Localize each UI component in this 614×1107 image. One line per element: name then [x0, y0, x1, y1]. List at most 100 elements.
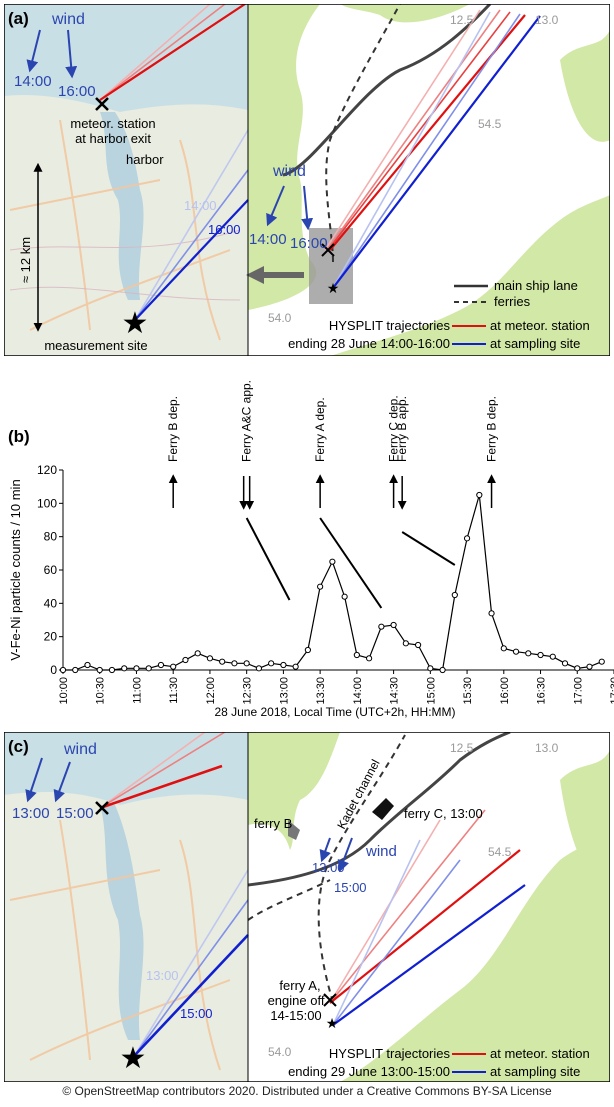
- wind-arrow-15-c: [53, 761, 71, 803]
- site-star-a: ★: [122, 307, 149, 340]
- data-point: [304, 646, 311, 654]
- x-tick-label: 10:30: [95, 677, 107, 705]
- land-west-c: [248, 732, 340, 850]
- legend-sampling-c: at sampling site: [490, 1064, 580, 1079]
- legend-sampling-a: at sampling site: [490, 336, 580, 351]
- trajectories-right-c: [329, 809, 526, 1026]
- ship-lane-a: [282, 4, 492, 177]
- event-label: Ferry B dep.: [485, 396, 499, 462]
- event-connector: [319, 517, 383, 609]
- data-point: [341, 593, 348, 600]
- x-tick-label: 12:30: [242, 677, 254, 705]
- data-point: [390, 621, 397, 629]
- data-point: [96, 666, 103, 674]
- ferry-b-label-c: ferry B: [254, 816, 292, 831]
- panel-a-label: (a): [8, 9, 29, 28]
- ferry-b-marker: [288, 820, 300, 840]
- copyright-footer: © OpenStreetMap contributors 2020. Distr…: [62, 1084, 552, 1098]
- ferry-c-marker: [372, 798, 394, 820]
- wind-arrow-13-c: [25, 757, 43, 803]
- data-point: [231, 660, 238, 667]
- x-tick-label: 14:30: [389, 677, 401, 705]
- data-point: [157, 661, 165, 669]
- x-tick-label: 14:00: [352, 677, 364, 705]
- x-tick-label: 13:30: [315, 677, 327, 705]
- ship-lane-c: [247, 732, 511, 887]
- x-tick-label: 15:00: [425, 677, 437, 705]
- site-label-a: measurement site: [44, 338, 147, 353]
- station-marker-c: [95, 801, 109, 815]
- x-tick-label: 12:00: [205, 677, 217, 705]
- chart-plot: [59, 491, 605, 674]
- wind-arrow-right-15-c: [337, 837, 353, 873]
- ferry-a-label-3-c: 14-15:00: [270, 1008, 321, 1023]
- data-point: [108, 666, 116, 674]
- data-point: [121, 665, 128, 672]
- station-label-1-a: meteor. station: [70, 116, 155, 131]
- lat-2-a: 54.0: [268, 311, 292, 325]
- trajectories-left-a: [99, 4, 249, 321]
- event-label: Ferry B app.: [395, 396, 409, 462]
- lon-1-c: 12.5: [450, 741, 474, 755]
- data-point: [586, 663, 593, 670]
- data-point: [194, 650, 201, 657]
- data-point: [378, 623, 385, 630]
- station-label-2-a: at harbor exit: [75, 131, 151, 146]
- data-point: [182, 656, 189, 664]
- land-west-a: [248, 4, 320, 310]
- ferry-route-a: [325, 4, 401, 263]
- data-point: [488, 610, 495, 617]
- roads-c: [9, 819, 231, 1071]
- wind-arrow-16-a: [65, 29, 78, 79]
- data-point: [439, 666, 446, 674]
- x-tick-label: 11:30: [168, 677, 180, 704]
- ferry-a-label-1-c: ferry A,: [279, 978, 320, 993]
- x-tick-label: 13:00: [278, 677, 290, 705]
- y-tick-label: 0: [50, 663, 57, 677]
- ferry-route-b-c: [247, 879, 331, 921]
- wind-time-1-a: 14:00: [14, 73, 52, 90]
- data-point: [84, 661, 91, 669]
- wind-arrow-right-13-c: [319, 837, 331, 863]
- data-point: [598, 658, 605, 665]
- right-wind-time-1-a: 14:00: [249, 231, 287, 248]
- y-tick-label: 120: [37, 463, 57, 477]
- river-a: [100, 112, 144, 300]
- legend-hysplit-2-a: ending 28 June 14:00-16:00: [288, 336, 450, 351]
- legend-hysplit-1-a: HYSPLIT trajectories: [329, 318, 451, 333]
- right-wind-label-c: wind: [365, 843, 397, 860]
- legend-ferries-a: ferries: [494, 294, 531, 309]
- data-point: [243, 660, 250, 667]
- land-north-a: [340, 4, 470, 23]
- event-connector: [245, 517, 291, 601]
- event-label: Ferry B dep.: [166, 396, 180, 462]
- wind-time-1-c: 13:00: [12, 805, 50, 822]
- data-point: [366, 655, 373, 662]
- traj-time-dark-a: 16:00: [208, 222, 241, 237]
- land-south-a: [330, 195, 610, 356]
- legend-meteor-a: at meteor. station: [490, 318, 590, 333]
- data-point: [292, 663, 299, 670]
- data-point: [476, 491, 483, 499]
- y-tick-label: 60: [44, 563, 58, 577]
- ferry-c-label-c: ferry C, 13:00: [404, 806, 483, 821]
- data-point: [500, 645, 507, 652]
- data-point: [170, 663, 177, 670]
- sea-area-a: [4, 4, 248, 112]
- x-tick-label: 17:00: [572, 677, 584, 705]
- panel-b-label: (b): [8, 427, 30, 446]
- data-point: [329, 558, 336, 565]
- data-point: [537, 651, 544, 659]
- lon-2-c: 13.0: [535, 741, 559, 755]
- y-tick-label: 40: [44, 596, 58, 610]
- data-point: [574, 665, 581, 672]
- data-point: [525, 650, 532, 657]
- lon-1-a: 12.5: [450, 13, 474, 27]
- data-point: [427, 665, 434, 672]
- scale-label-a: ≈ 12 km: [18, 237, 33, 283]
- panel-c-label: (c): [8, 737, 29, 756]
- series-line: [63, 494, 602, 671]
- trajectories-right-a: [324, 9, 541, 289]
- data-point: [549, 653, 556, 660]
